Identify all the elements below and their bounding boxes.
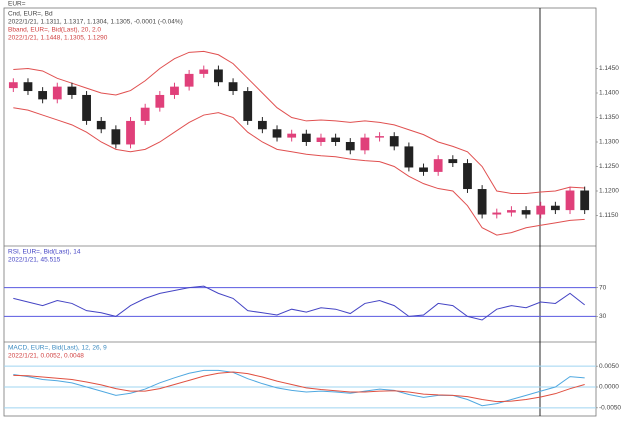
candle-body: [375, 136, 384, 138]
candle-body: [507, 210, 516, 213]
y-tick-label: 1.1150: [599, 212, 619, 219]
y-tick-label: 1.1450: [599, 65, 619, 72]
y-tick-label: 1.1250: [599, 163, 619, 170]
y-tick-label: 70: [599, 284, 607, 291]
candle-body: [8, 82, 18, 89]
panel-title: MACD, EUR=, Bid(Last), 12, 26, 9: [8, 345, 107, 352]
candle-body: [287, 133, 297, 138]
series-line: [13, 371, 585, 403]
candle-body: [52, 86, 62, 100]
candle-body: [67, 86, 77, 95]
chart-title: Cnd, EUR=, Bd: [8, 11, 53, 18]
y-tick-label: 1.1400: [599, 90, 619, 97]
candle-body: [360, 137, 370, 151]
candle-body: [419, 167, 428, 172]
candle-body: [580, 190, 590, 211]
candle-body: [492, 212, 502, 215]
candle-body: [126, 120, 135, 145]
candle-body: [243, 91, 253, 121]
panel-title: RSI, EUR=, Bid(Last), 14: [8, 249, 81, 256]
candle-body: [96, 120, 106, 130]
candle-body: [550, 205, 560, 211]
candle-body: [345, 142, 355, 151]
candle-body: [155, 94, 165, 108]
candle-body: [389, 136, 399, 147]
candle-body: [463, 163, 472, 190]
candle-body: [184, 73, 194, 87]
candle-body: [199, 69, 209, 74]
y-tick-label: 1.1350: [599, 114, 619, 121]
candle-body: [301, 133, 311, 142]
candle-body: [448, 159, 458, 164]
candle-body: [23, 82, 33, 92]
panel-subtitle: 2022/1/21, 0.0052, 0.0048: [8, 353, 84, 360]
series-line: [13, 107, 585, 236]
candle-body: [316, 137, 326, 142]
candle-body: [404, 146, 414, 168]
candle-body: [331, 137, 341, 142]
y-tick-label: 0.0000: [599, 384, 619, 391]
series-line: [13, 369, 585, 407]
y-tick-label: -0.0050: [599, 405, 621, 412]
candle-body: [170, 86, 179, 95]
y-tick-label: 1.1300: [599, 139, 619, 146]
chart-subtitle: 2022/1/21, 1.1311, 1.1317, 1.1304, 1.130…: [8, 19, 183, 26]
candle-body: [536, 205, 546, 215]
y-tick-label: 0.0050: [599, 363, 619, 370]
series-line: [13, 285, 585, 321]
candle-body: [257, 120, 267, 130]
instrument-label: EUR=: [8, 1, 26, 8]
candle-body: [111, 129, 121, 145]
candle-body: [38, 91, 48, 100]
candle-body: [228, 82, 238, 92]
panel-subtitle: 2022/1/21, 45.515: [8, 257, 61, 264]
candle-body: [82, 94, 91, 121]
candle-body: [272, 129, 282, 138]
candle-body: [477, 189, 487, 215]
plot-frame: [3, 7, 597, 417]
annotation: 2022/1/21, 1.1448, 1.1305, 1.1290: [8, 35, 108, 42]
y-tick-label: 30: [599, 313, 607, 320]
series-line: [13, 50, 585, 194]
y-tick-label: 1.1200: [599, 188, 619, 195]
candle-body: [565, 190, 575, 211]
candle-body: [433, 159, 443, 172]
annotation: Bband, EUR=, Bid(Last), 20, 2.0: [8, 27, 101, 34]
candle-body: [214, 69, 223, 83]
candle-body: [521, 210, 531, 215]
candle-body: [140, 107, 150, 121]
